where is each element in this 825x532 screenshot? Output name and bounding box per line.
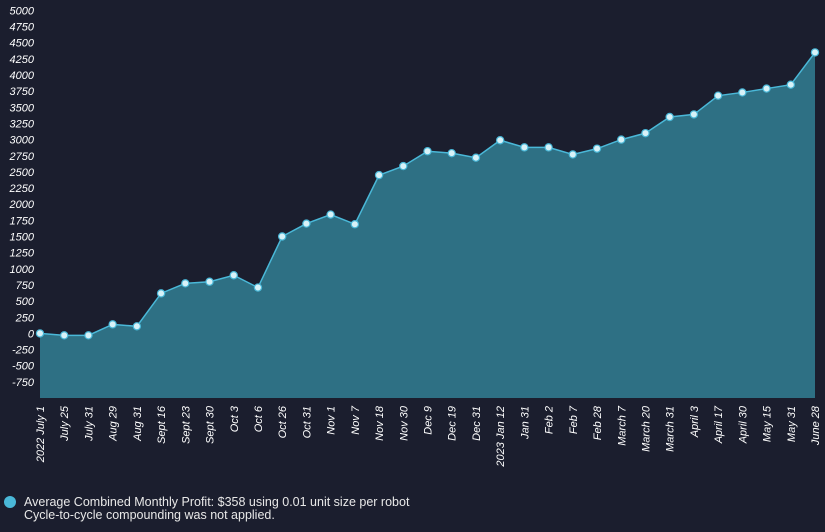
x-tick-label: Nov 1: [326, 406, 338, 435]
point: [302, 219, 311, 228]
x-tick-label: Sept 23: [180, 405, 192, 444]
point: [181, 279, 190, 288]
x-tick-label: Aug 31: [132, 406, 144, 442]
point: [617, 135, 626, 144]
point: [156, 289, 166, 298]
point: [326, 210, 335, 219]
point: [35, 329, 45, 338]
y-tick-label: -500: [12, 361, 35, 373]
x-tick-label: Feb 2: [544, 406, 556, 434]
x-tick-label: Oct 31: [301, 406, 313, 438]
x-tick-label: Nov 18: [374, 405, 386, 441]
point: [810, 48, 820, 57]
x-tick-label: Oct 26: [277, 405, 289, 438]
y-tick-label: -250: [12, 345, 35, 357]
y-tick-label: 4500: [10, 38, 35, 50]
x-tick-label: March 20: [640, 405, 652, 452]
y-tick-label: 0: [28, 328, 35, 340]
point: [374, 170, 384, 180]
point: [471, 153, 481, 162]
legend-label: Average Combined Monthly Profit: $358 us…: [24, 495, 410, 509]
x-tick-label: July 31: [83, 406, 95, 442]
y-tick-label: 4250: [10, 54, 35, 66]
x-tick-label: Feb 7: [568, 405, 580, 434]
x-tick-label: May 15: [762, 405, 774, 442]
legend-marker: [4, 496, 16, 508]
point: [713, 91, 723, 100]
x-tick-label: Dec 31: [471, 406, 483, 441]
point: [495, 136, 505, 145]
point: [762, 84, 771, 93]
y-tick-label: 1500: [10, 232, 35, 244]
x-tick-label: 2022 July 1: [35, 406, 47, 463]
y-tick-label: 2750: [9, 151, 35, 163]
x-tick-label: March 31: [665, 406, 677, 452]
x-tick-label: Nov 7: [350, 405, 362, 435]
plot: -750 -500 -250 0 250 500 750 1000 1250 1500 1750 20…: [9, 5, 822, 467]
x-tick-label: Jan 31: [519, 406, 531, 440]
y-tick-label: 750: [16, 280, 35, 292]
y-tick-label: 1000: [10, 264, 35, 276]
point: [108, 320, 117, 329]
y-tick-label: 1250: [10, 248, 35, 260]
y-tick-label: 500: [16, 296, 35, 308]
point: [592, 144, 602, 153]
x-tick-label: Oct 3: [229, 405, 241, 432]
point: [84, 331, 93, 340]
x-tick-label: Sept 30: [205, 405, 217, 444]
x-tick-label: Dec 19: [447, 406, 459, 441]
y-tick-label: 3750: [10, 86, 35, 98]
y-tick-label: 3500: [10, 102, 35, 114]
point: [738, 88, 747, 97]
y-tick-label: 2250: [9, 183, 35, 195]
point: [520, 143, 529, 152]
x-tick-label: Aug 29: [108, 406, 120, 442]
y-tick-label: 3000: [10, 135, 35, 147]
point: [350, 220, 360, 229]
x-tick-label: 2023 Jan 12: [495, 406, 507, 468]
x-tick-label: Nov 30: [398, 405, 410, 441]
point: [277, 232, 287, 241]
point: [544, 143, 553, 152]
x-tick-label: June 28: [810, 405, 822, 446]
x-tick-label: May 31: [786, 406, 798, 442]
x-tick-label: Oct 6: [253, 405, 265, 432]
y-tick-label: 4000: [10, 70, 35, 82]
x-tick-label: Feb 28: [592, 405, 604, 440]
point: [229, 271, 238, 280]
area: [40, 52, 815, 398]
x-tick-label: July 25: [59, 405, 71, 442]
x-tick-label: April 30: [737, 405, 749, 444]
point: [641, 128, 650, 138]
point: [689, 110, 699, 119]
point: [568, 150, 578, 159]
y-tick-label: 4750: [10, 22, 35, 34]
point: [447, 148, 456, 158]
y-tick-label: 2000: [9, 199, 35, 211]
x-tick-label: April 3: [689, 405, 701, 438]
point: [399, 161, 408, 171]
y-tick-label: 3250: [10, 118, 35, 130]
note: Cycle-to-cycle compounding was not appli…: [24, 508, 275, 522]
point: [205, 277, 214, 286]
point: [786, 80, 795, 89]
point: [423, 147, 432, 156]
point: [60, 331, 69, 340]
x-tick-label: Sept 16: [156, 405, 168, 444]
point: [253, 283, 263, 292]
x-tick-label: April 17: [713, 405, 725, 444]
y-tick-label: -750: [12, 377, 35, 389]
x-tick-label: March 7: [616, 405, 628, 446]
point: [132, 322, 142, 331]
y-tick-label: 1750: [10, 215, 35, 227]
y-tick-label: 5000: [10, 5, 35, 17]
y-tick-label: 2500: [9, 167, 35, 179]
y-tick-label: 250: [15, 312, 35, 324]
point: [665, 112, 674, 122]
x-tick-label: Dec 9: [423, 406, 435, 435]
